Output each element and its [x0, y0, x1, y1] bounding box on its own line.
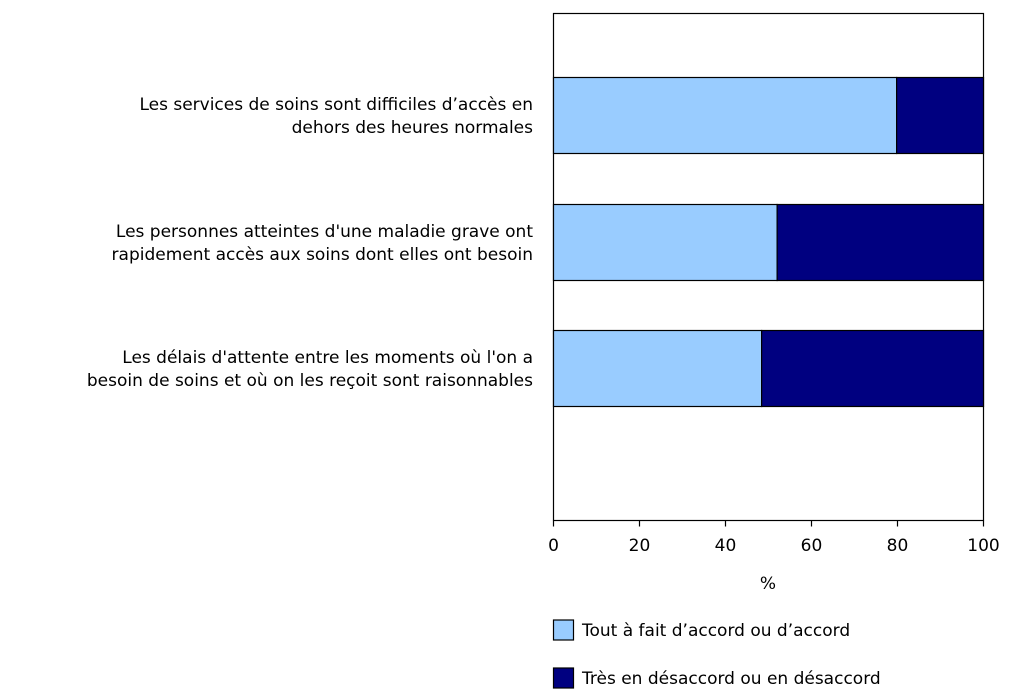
- category-label-1-line-1: Les services de soins sont difficiles d’…: [139, 95, 533, 115]
- legend: Tout à fait d’accord ou d’accord Très en …: [552, 619, 881, 689]
- legend-swatch-disagree: [552, 667, 575, 689]
- bar-segment-agree-2: [552, 203, 778, 282]
- category-labels: Les services de soins sont difficiles d’…: [87, 95, 533, 391]
- category-label-3-line-2: besoin de soins et où on les reçoit sont…: [87, 371, 533, 391]
- x-tick-label: 60: [801, 536, 823, 556]
- category-label-1-line-2: dehors des heures normales: [292, 118, 534, 138]
- bars-layer: [552, 76, 985, 408]
- x-axis: 0 20 40 60 80 100: [548, 520, 1000, 556]
- bar-segment-disagree-3: [761, 329, 985, 408]
- legend-swatch-agree: [552, 619, 575, 641]
- x-tick-label: 40: [715, 536, 737, 556]
- legend-label-disagree: Très en désaccord ou en désaccord: [581, 669, 881, 689]
- category-label-3-line-1: Les délais d'attente entre les moments o…: [122, 348, 533, 368]
- x-tick-label: 100: [967, 536, 999, 556]
- bar-segment-disagree-2: [776, 203, 985, 282]
- x-axis-title: %: [760, 574, 776, 594]
- x-tick-label: 80: [887, 536, 909, 556]
- bar-segment-agree-3: [552, 329, 763, 408]
- bar-segment-agree-1: [552, 76, 898, 155]
- legend-label-agree: Tout à fait d’accord ou d’accord: [581, 621, 850, 641]
- bar-segment-disagree-1: [896, 76, 985, 155]
- x-tick-label: 0: [548, 536, 559, 556]
- category-label-2-line-2: rapidement accès aux soins dont elles on…: [112, 245, 533, 265]
- x-tick-label: 20: [629, 536, 651, 556]
- category-label-2-line-1: Les personnes atteintes d'une maladie gr…: [116, 222, 533, 242]
